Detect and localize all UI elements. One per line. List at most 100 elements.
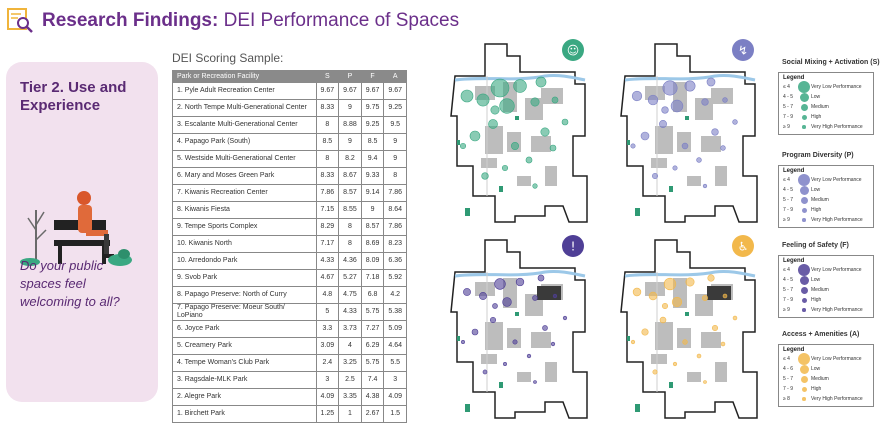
score-circle bbox=[661, 302, 669, 310]
scoring-title: DEI Scoring Sample: bbox=[172, 51, 284, 65]
legend-box: Legend ≤ 4 Very Low Performance 4 - 5 Low 5 -… bbox=[778, 255, 874, 318]
legend-label: Very Low Performance bbox=[811, 267, 862, 273]
score-circle bbox=[532, 183, 538, 189]
score-circle bbox=[479, 292, 487, 300]
score-cell-a: 5.92 bbox=[383, 269, 407, 287]
park-parcel bbox=[457, 336, 460, 341]
score-circle bbox=[561, 118, 569, 126]
land-parcel bbox=[485, 126, 503, 154]
score-cell-s: 8.33 bbox=[315, 167, 340, 185]
legend-heading: Legend bbox=[783, 347, 805, 353]
facility-name-cell: 10. Kiwanis North bbox=[172, 235, 317, 253]
score-cell-a: 8.64 bbox=[383, 201, 407, 219]
score-cell-a: 9 bbox=[383, 133, 407, 151]
score-circle bbox=[652, 173, 658, 179]
score-circle bbox=[703, 380, 707, 384]
score-circle bbox=[659, 316, 667, 324]
score-cell-s: 9.67 bbox=[315, 82, 340, 100]
legend-row: 4 - 5 Low bbox=[783, 92, 869, 102]
legend-circle-icon bbox=[800, 286, 808, 294]
park-parcel bbox=[499, 382, 503, 388]
score-cell-p: 4.33 bbox=[338, 303, 362, 321]
score-cell-f: 9.33 bbox=[360, 167, 385, 185]
legend-label: Very Low Performance bbox=[811, 356, 862, 362]
score-circle bbox=[459, 142, 467, 150]
legend-row: 7 - 9 High bbox=[783, 384, 869, 394]
score-cell-p: 8 bbox=[338, 235, 362, 253]
land-parcel bbox=[677, 328, 691, 348]
score-cell-s: 7.86 bbox=[315, 184, 340, 202]
facility-name-cell: 5. Creamery Park bbox=[172, 337, 317, 355]
legend-circle-icon bbox=[798, 264, 810, 276]
title-bold: Research Findings: bbox=[42, 10, 219, 31]
legend-range: 7 - 9 bbox=[783, 297, 794, 303]
score-circle bbox=[647, 94, 659, 106]
score-cell-p: 9 bbox=[338, 99, 362, 117]
score-circle bbox=[632, 287, 642, 297]
river-line bbox=[454, 74, 586, 82]
legend-label: High bbox=[811, 386, 822, 392]
score-cell-s: 7.17 bbox=[315, 235, 340, 253]
score-circle bbox=[640, 131, 650, 141]
svg-text:↯: ↯ bbox=[738, 44, 748, 58]
facility-name-cell: 1. Pyle Adult Recreation Center bbox=[172, 82, 317, 100]
land-parcel bbox=[687, 176, 701, 186]
legend-row: 5 - 7 Medium bbox=[783, 285, 869, 295]
table-row: 1. Birchett Park 1.25 1 2.67 1.5 bbox=[172, 405, 407, 423]
score-circle bbox=[471, 328, 479, 336]
score-circle bbox=[489, 316, 497, 324]
park-parcel bbox=[669, 382, 673, 388]
legend-range: 7 - 9 bbox=[783, 114, 794, 120]
legend-range: 5 - 7 bbox=[783, 376, 794, 382]
score-cell-p: 8.55 bbox=[338, 201, 362, 219]
score-circle bbox=[672, 361, 678, 367]
land-parcel bbox=[651, 354, 667, 364]
legend-title: Program Diversity (P) bbox=[782, 152, 854, 159]
score-cell-s: 1.25 bbox=[315, 405, 340, 423]
land-parcel bbox=[517, 372, 531, 382]
legend-circle-icon bbox=[799, 92, 809, 102]
facility-name-cell: 2. Alegre Park bbox=[172, 388, 317, 406]
score-cell-p: 8.2 bbox=[338, 150, 362, 168]
legend-label: Very High Performance bbox=[811, 124, 863, 130]
land-parcel bbox=[715, 166, 727, 186]
table-row: 10. Arredondo Park 4.33 4.36 8.09 6.36 bbox=[172, 252, 407, 270]
legend-row: ≤ 4 Very Low Performance bbox=[783, 264, 869, 276]
score-cell-p: 4.75 bbox=[338, 286, 362, 304]
score-circle bbox=[720, 145, 726, 151]
score-cell-p: 8 bbox=[338, 218, 362, 236]
score-cell-a: 9.67 bbox=[383, 82, 407, 100]
score-circle bbox=[707, 274, 715, 282]
table-row: 8. Papago Preserve: North of Curry 4.8 4.7… bbox=[172, 286, 407, 304]
facility-name-cell: 4. Tempe Woman's Club Park bbox=[172, 354, 317, 372]
score-circle bbox=[684, 80, 696, 92]
score-cell-p: 4 bbox=[338, 337, 362, 355]
score-circle bbox=[720, 341, 726, 347]
score-circle bbox=[502, 297, 512, 307]
score-cell-f: 5.75 bbox=[360, 354, 385, 372]
land-parcel bbox=[485, 322, 503, 350]
score-cell-a: 9 bbox=[383, 150, 407, 168]
table-row: 1. Pyle Adult Recreation Center 9.67 9.67 9… bbox=[172, 82, 407, 100]
page-title: Research Findings: DEI Performance of Sp… bbox=[42, 10, 459, 32]
score-circle bbox=[511, 142, 519, 150]
score-circle bbox=[630, 143, 636, 149]
exclamation-icon: ! bbox=[562, 235, 584, 257]
land-parcel bbox=[715, 362, 727, 382]
score-circle bbox=[499, 98, 515, 114]
land-parcel bbox=[481, 158, 497, 168]
legend-row: ≥ 9 Very High Performance bbox=[783, 305, 869, 315]
svg-text:♿: ♿ bbox=[738, 240, 749, 254]
facility-name-cell: 3. Escalante Multi-Generational Center bbox=[172, 116, 317, 134]
score-circle bbox=[552, 293, 558, 299]
legend-label: Medium bbox=[811, 197, 829, 203]
park-parcel bbox=[465, 208, 470, 216]
legend-label: Medium bbox=[811, 104, 829, 110]
score-cell-s: 4.67 bbox=[315, 269, 340, 287]
park-parcel bbox=[635, 208, 640, 216]
park-parcel bbox=[669, 186, 673, 192]
legend-box: Legend ≤ 4 Very Low Performance 4 - 6 Low 5 -… bbox=[778, 344, 874, 407]
score-cell-s: 4.33 bbox=[315, 252, 340, 270]
score-circle bbox=[630, 339, 636, 345]
table-row: 9. Svob Park 4.67 5.27 7.18 5.92 bbox=[172, 269, 407, 287]
